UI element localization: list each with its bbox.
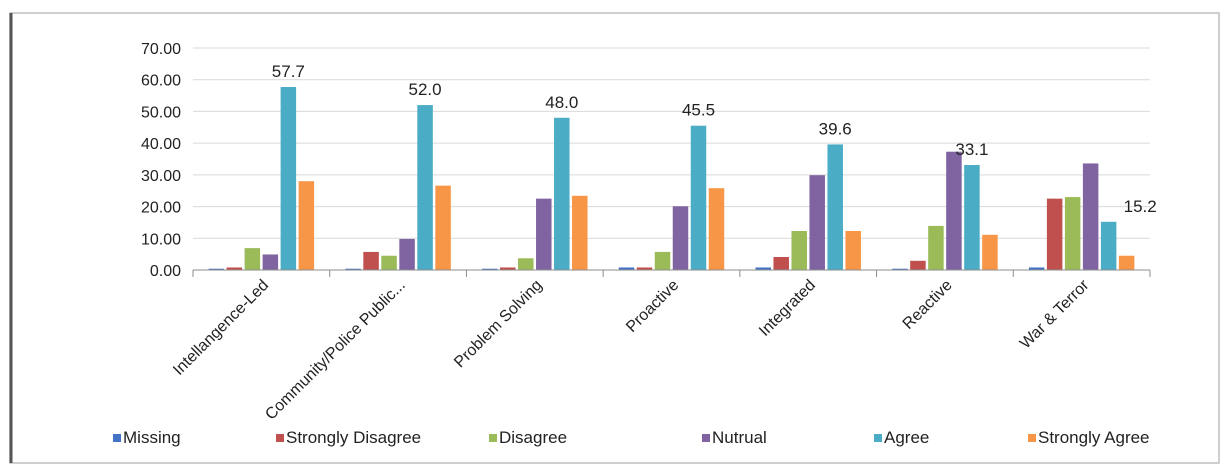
bar <box>435 185 451 270</box>
legend-label: Strongly Disagree <box>286 428 421 447</box>
x-category-label: War & Terror <box>1017 276 1093 352</box>
legend-swatch <box>874 434 882 442</box>
bar <box>654 251 671 270</box>
bar <box>262 254 279 270</box>
bar <box>708 188 725 270</box>
bar <box>755 267 771 270</box>
legend-label: Strongly Agree <box>1038 428 1150 447</box>
bar <box>964 165 980 270</box>
x-category-label: Problem Solving <box>451 277 545 371</box>
y-tick-label: 0.00 <box>150 263 181 280</box>
bar <box>672 206 689 270</box>
y-axis-tick-labels: 0.00 10.00 20.00 30.00 40.00 50.00 60.00 70.00 <box>141 41 181 280</box>
bar <box>1082 163 1099 270</box>
bar <box>381 255 397 270</box>
bar <box>244 248 261 270</box>
bar <box>618 267 635 270</box>
bar <box>910 260 926 270</box>
bar <box>345 268 361 270</box>
bar <box>1100 221 1117 270</box>
x-category-label: Proactive <box>623 277 682 336</box>
bar <box>399 238 415 270</box>
bar <box>1118 255 1135 270</box>
legend-swatch <box>276 434 284 442</box>
bar <box>690 125 707 270</box>
legend-swatch <box>1028 434 1036 442</box>
bar <box>892 268 908 270</box>
y-tick-label: 10.00 <box>141 231 181 248</box>
bar <box>518 258 534 270</box>
legend-label: Nutrual <box>712 428 767 447</box>
bar <box>636 267 653 270</box>
bar <box>536 198 552 270</box>
bar <box>809 175 825 270</box>
y-tick-label: 40.00 <box>141 136 181 153</box>
gridlines <box>193 47 1150 271</box>
bar <box>791 230 807 270</box>
bar <box>554 117 570 271</box>
bar <box>500 267 516 270</box>
y-tick-label: 60.00 <box>141 73 181 90</box>
x-category-label: Integrated <box>756 277 819 340</box>
legend-swatch <box>113 434 121 442</box>
bar-series <box>208 87 1135 271</box>
bar <box>1028 267 1045 270</box>
bar <box>482 268 498 270</box>
y-tick-label: 20.00 <box>141 200 181 217</box>
bar <box>226 267 243 270</box>
y-tick-label: 30.00 <box>141 168 181 185</box>
data-label: 15.2 <box>1124 197 1157 216</box>
bar <box>363 251 379 270</box>
x-category-label: Community/Police Public... <box>262 277 409 424</box>
bar <box>417 105 433 270</box>
data-label: 39.6 <box>819 119 852 138</box>
x-axis <box>192 269 1151 277</box>
x-category-label: Reactive <box>900 277 956 333</box>
bar <box>572 195 588 270</box>
legend: Missing Strongly Disagree Disagree Nutrual A… <box>113 428 1150 447</box>
y-tick-label: 70.00 <box>141 41 181 58</box>
legend-label: Agree <box>884 428 929 447</box>
bar <box>928 225 944 270</box>
y-tick-label: 50.00 <box>141 104 181 121</box>
bar <box>845 230 861 270</box>
bar <box>298 181 315 270</box>
data-label: 57.7 <box>272 62 305 81</box>
data-label: 48.0 <box>545 93 578 112</box>
legend-label: Disagree <box>499 428 567 447</box>
bar <box>982 234 998 270</box>
legend-label: Missing <box>123 428 181 447</box>
legend-swatch <box>489 434 497 442</box>
bar <box>827 144 843 270</box>
bar <box>773 256 789 270</box>
bar <box>280 87 297 270</box>
data-labels: 57.7 52.0 48.0 45.5 39.6 33.1 15.2 <box>272 62 1157 216</box>
bar <box>1064 197 1081 270</box>
legend-swatch <box>702 434 710 442</box>
data-label: 52.0 <box>409 80 442 99</box>
bar <box>208 268 225 270</box>
bar <box>1046 198 1063 270</box>
data-label: 33.1 <box>955 140 988 159</box>
bar <box>946 151 962 270</box>
x-category-label: Intellangence-Led <box>170 277 272 379</box>
data-label: 45.5 <box>682 101 715 120</box>
